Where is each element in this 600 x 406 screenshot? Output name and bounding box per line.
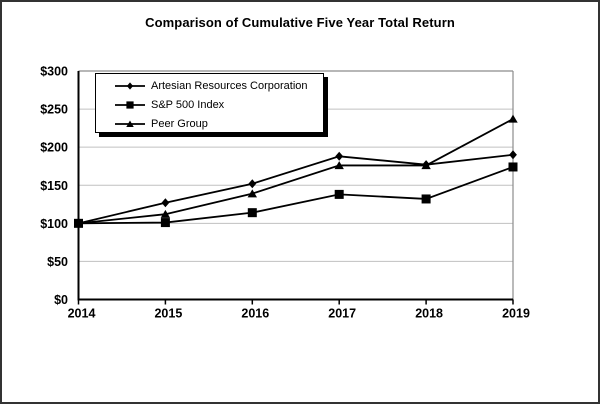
data-point-diamond-2016 [248,179,257,189]
data-point-triangle-2018 [421,161,431,170]
y-axis-tick-label: $100 [40,217,68,231]
y-axis-tick-label: $300 [40,65,68,79]
legend-item-label: Peer Group [151,117,208,130]
legend-item-label: S&P 500 Index [151,98,225,111]
triangle-legend-icon [115,120,145,127]
diamond-legend-icon [115,81,145,90]
data-point-square-2018 [421,194,431,204]
series-line-square [78,166,514,225]
y-axis-tick-label: $250 [40,103,68,117]
y-axis-tick-label: $200 [40,141,68,155]
data-point-diamond-2017 [335,151,344,161]
data-point-diamond-2015 [161,198,170,208]
data-point-diamond-2019 [509,150,517,160]
chart-title: Comparison of Cumulative Five Year Total… [145,15,455,30]
x-axis-tick-label: 2015 [154,307,182,321]
y-axis-tick-label: $150 [40,179,68,193]
legend-item-2: S&P 500 Index [96,95,323,114]
x-axis-tick-label: 2017 [328,307,356,321]
triangle-marker [126,120,134,127]
data-point-square-2019 [508,162,518,172]
data-point-triangle-2017 [334,161,344,170]
x-axis-tick-label: 2019 [502,307,530,321]
data-point-square-2015 [160,218,170,228]
x-axis-tick-label: 2016 [241,307,269,321]
data-point-triangle-2015 [160,209,171,218]
y-axis-tick-label: $0 [54,293,68,307]
legend-item-label: Artesian Resources Corporation [151,79,308,92]
x-axis-tick-label: 2018 [415,307,443,321]
series-line-diamond [78,153,514,225]
square-marker [126,100,134,109]
legend-item-3: Peer Group [96,114,323,133]
legend: Artesian Resources Corporation S&P 500 In… [95,73,324,133]
series-line-triangle [78,118,514,225]
data-point-triangle-2019 [508,114,518,123]
diamond-marker [126,81,134,90]
data-point-square-2016 [247,208,257,218]
x-axis-tick-label: 2014 [68,307,96,321]
y-axis-tick-label: $50 [47,255,68,269]
data-point-square-2017 [334,189,344,199]
data-point-triangle-2016 [247,189,257,198]
square-legend-icon [115,100,145,109]
legend-item-1: Artesian Resources Corporation [96,76,323,95]
